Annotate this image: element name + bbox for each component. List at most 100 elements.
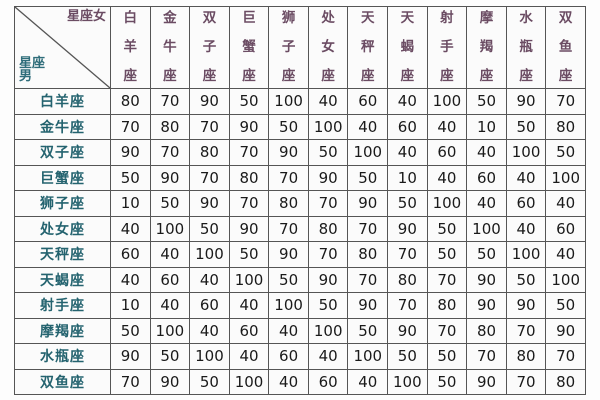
cell-r6-c1: 40 (149, 241, 191, 268)
cell-r11-c4: 40 (268, 368, 309, 395)
column-header-1-text: 金牛座 (151, 11, 190, 84)
cell-r7-c8: 70 (426, 266, 468, 293)
cell-r4-c3: 70 (228, 190, 270, 217)
column-header-char: 座 (519, 68, 533, 84)
cell-r11-c2: 50 (189, 368, 230, 395)
table-row: 天秤座 60 40 100 50 90 70 80 70 50 50 100 40 (14, 241, 586, 268)
cell-r7-c10: 50 (505, 266, 547, 293)
column-header-char: 座 (202, 68, 217, 84)
cell-r8-c10: 90 (505, 292, 547, 319)
cell-r6-c8: 50 (426, 241, 468, 268)
column-header-6: 天秤座 (347, 6, 389, 89)
cell-r8-c1: 40 (149, 292, 191, 319)
cell-r0-c3: 50 (228, 88, 270, 115)
column-header-4: 狮子座 (268, 6, 309, 89)
column-header-10: 水瓶座 (505, 6, 547, 89)
cell-r1-c3: 90 (228, 113, 270, 140)
cell-r2-c8: 60 (426, 139, 468, 166)
cell-r10-c6: 100 (347, 343, 389, 370)
column-header-char: 瓶 (519, 38, 533, 55)
cell-r10-c3: 40 (228, 343, 270, 370)
cell-r9-c11: 90 (545, 317, 586, 344)
cell-r3-c5: 90 (307, 164, 349, 191)
cell-r7-c3: 100 (228, 266, 270, 293)
column-header-5: 处女座 (307, 6, 349, 89)
column-header-8-text: 射手座 (428, 11, 467, 84)
cell-r8-c9: 90 (466, 292, 507, 319)
column-header-char: 狮 (281, 9, 296, 26)
cell-r6-c10: 100 (505, 241, 547, 268)
cell-r1-c6: 40 (347, 113, 389, 140)
cell-r2-c7: 40 (387, 139, 428, 166)
column-header-8: 射手座 (426, 6, 468, 89)
cell-r4-c8: 100 (426, 190, 468, 217)
column-header-6-text: 天秤座 (348, 11, 387, 84)
cell-r6-c9: 50 (466, 241, 507, 268)
cell-r4-c9: 40 (466, 190, 507, 217)
corner-header-cell: 星座女 星座 男 (14, 6, 111, 89)
cell-r1-c8: 40 (426, 113, 468, 140)
column-header-2-text: 双子座 (190, 9, 229, 84)
column-header-11: 双鱼座 (545, 6, 586, 89)
cell-r0-c5: 40 (307, 88, 349, 115)
table-row: 白羊座 80 70 90 50 100 40 60 40 100 50 90 70 (14, 88, 586, 115)
cell-r3-c9: 60 (466, 164, 507, 191)
cell-r8-c6: 90 (347, 292, 389, 319)
cell-r5-c8: 50 (426, 215, 468, 242)
cell-r8-c5: 50 (307, 292, 349, 319)
cell-r2-c1: 70 (149, 139, 191, 166)
cell-r10-c8: 50 (426, 343, 468, 370)
cell-r7-c7: 80 (387, 266, 428, 293)
column-header-0: 白羊座 (110, 6, 151, 89)
column-header-char: 处 (321, 9, 335, 26)
cell-r4-c7: 50 (387, 190, 428, 217)
cell-r3-c4: 70 (268, 164, 309, 191)
column-header-char: 座 (558, 68, 573, 84)
cell-r11-c5: 60 (307, 368, 349, 395)
column-header-char: 牛 (163, 38, 177, 55)
cell-r1-c2: 70 (189, 113, 230, 140)
cell-r10-c0: 90 (110, 343, 151, 370)
corner-label-female: 星座女 (66, 9, 106, 24)
cell-r3-c3: 80 (228, 164, 270, 191)
row-header-10: 水瓶座 (14, 343, 111, 370)
cell-r1-c5: 100 (307, 113, 349, 140)
cell-r6-c7: 70 (387, 241, 428, 268)
cell-r10-c11: 70 (545, 343, 586, 370)
cell-r5-c6: 70 (347, 215, 389, 242)
cell-r4-c5: 70 (307, 190, 349, 217)
cell-r10-c9: 70 (466, 343, 507, 370)
cell-r10-c4: 60 (268, 343, 309, 370)
cell-r3-c11: 100 (545, 164, 586, 191)
cell-r6-c11: 40 (545, 241, 586, 268)
column-header-char: 双 (202, 9, 217, 26)
column-header-char: 座 (163, 68, 177, 84)
column-header-char: 座 (123, 68, 138, 84)
cell-r3-c2: 70 (189, 164, 230, 191)
corner-label-male: 星座 男 (19, 55, 46, 85)
column-header-char: 女 (321, 38, 335, 55)
cell-r5-c2: 50 (189, 215, 230, 242)
cell-r1-c10: 50 (505, 113, 547, 140)
cell-r10-c5: 40 (307, 343, 349, 370)
column-header-3-text: 巨蟹座 (230, 11, 269, 84)
column-header-char: 秤 (361, 38, 375, 55)
cell-r9-c1: 100 (149, 317, 191, 344)
cell-r0-c0: 80 (110, 88, 151, 115)
cell-r0-c4: 100 (268, 88, 309, 115)
cell-r0-c6: 60 (347, 88, 389, 115)
cell-r4-c4: 80 (268, 190, 309, 217)
cell-r1-c7: 60 (387, 113, 428, 140)
cell-r1-c4: 50 (268, 113, 309, 140)
cell-r7-c2: 40 (189, 266, 230, 293)
cell-r7-c6: 70 (347, 266, 389, 293)
cell-r6-c2: 100 (189, 241, 230, 268)
column-header-1: 金牛座 (149, 6, 191, 89)
cell-r0-c9: 50 (466, 88, 507, 115)
cell-r4-c0: 10 (110, 190, 151, 217)
column-header-2: 双子座 (189, 6, 230, 89)
column-header-7-text: 天蝎座 (388, 11, 427, 84)
column-header-7: 天蝎座 (387, 6, 428, 89)
column-header-char: 蝎 (400, 38, 415, 55)
cell-r10-c1: 50 (149, 343, 191, 370)
